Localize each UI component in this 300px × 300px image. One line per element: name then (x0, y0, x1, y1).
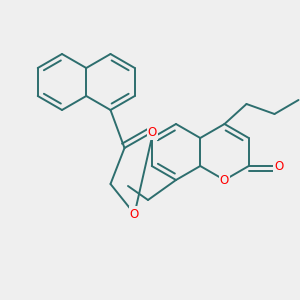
Text: O: O (274, 160, 283, 172)
Text: O: O (220, 173, 229, 187)
Text: O: O (130, 208, 139, 220)
Text: O: O (148, 125, 157, 139)
